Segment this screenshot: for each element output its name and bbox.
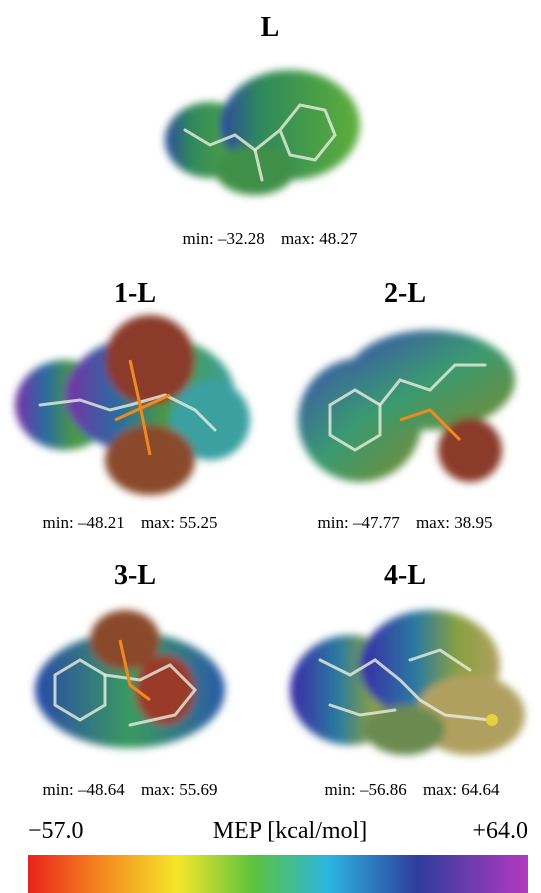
min-label: min: xyxy=(43,780,78,799)
panel-label: L xyxy=(261,12,280,43)
colorbar-min: −57.0 xyxy=(28,818,84,844)
min-max: min: –48.21 max: 55.25 xyxy=(43,513,218,532)
min-label: min: xyxy=(325,780,360,799)
max-label: max: xyxy=(141,513,179,532)
panel-label: 2-L xyxy=(384,278,426,309)
molecule-map xyxy=(290,610,525,755)
min-value: –48.21 xyxy=(77,513,125,532)
max-value: 64.64 xyxy=(461,780,500,799)
max-label: max: xyxy=(416,513,454,532)
min-label: min: xyxy=(318,513,353,532)
max-label: max: xyxy=(423,780,461,799)
max-value: 38.95 xyxy=(454,513,492,532)
min-label: min: xyxy=(183,229,218,248)
max-label: max: xyxy=(141,780,179,799)
colorbar-title: MEP [kcal/mol] xyxy=(213,818,367,844)
min-max: min: –32.28 max: 48.27 xyxy=(183,229,358,248)
min-max: min: –47.77 max: 38.95 xyxy=(318,513,493,532)
max-value: 55.25 xyxy=(179,513,217,532)
min-max: min: –56.86 max: 64.64 xyxy=(325,780,500,799)
max-value: 55.69 xyxy=(179,780,217,799)
max-value: 48.27 xyxy=(319,229,358,248)
panel-label: 1-L xyxy=(114,278,156,309)
max-label: max: xyxy=(281,229,319,248)
min-label: min: xyxy=(43,513,78,532)
figure: L min: –32.28 max: 48.27 1-L min: –48.21… xyxy=(0,0,541,893)
min-max: min: –48.64 max: 55.69 xyxy=(43,780,218,799)
colorbar-max: +64.0 xyxy=(472,818,528,844)
panel-label: 3-L xyxy=(114,560,156,591)
min-value: –48.64 xyxy=(77,780,125,799)
min-value: –32.28 xyxy=(217,229,265,248)
min-value: –56.86 xyxy=(359,780,407,799)
panel-label: 4-L xyxy=(384,560,426,591)
colorbar xyxy=(28,855,528,893)
min-value: –47.77 xyxy=(352,513,400,532)
